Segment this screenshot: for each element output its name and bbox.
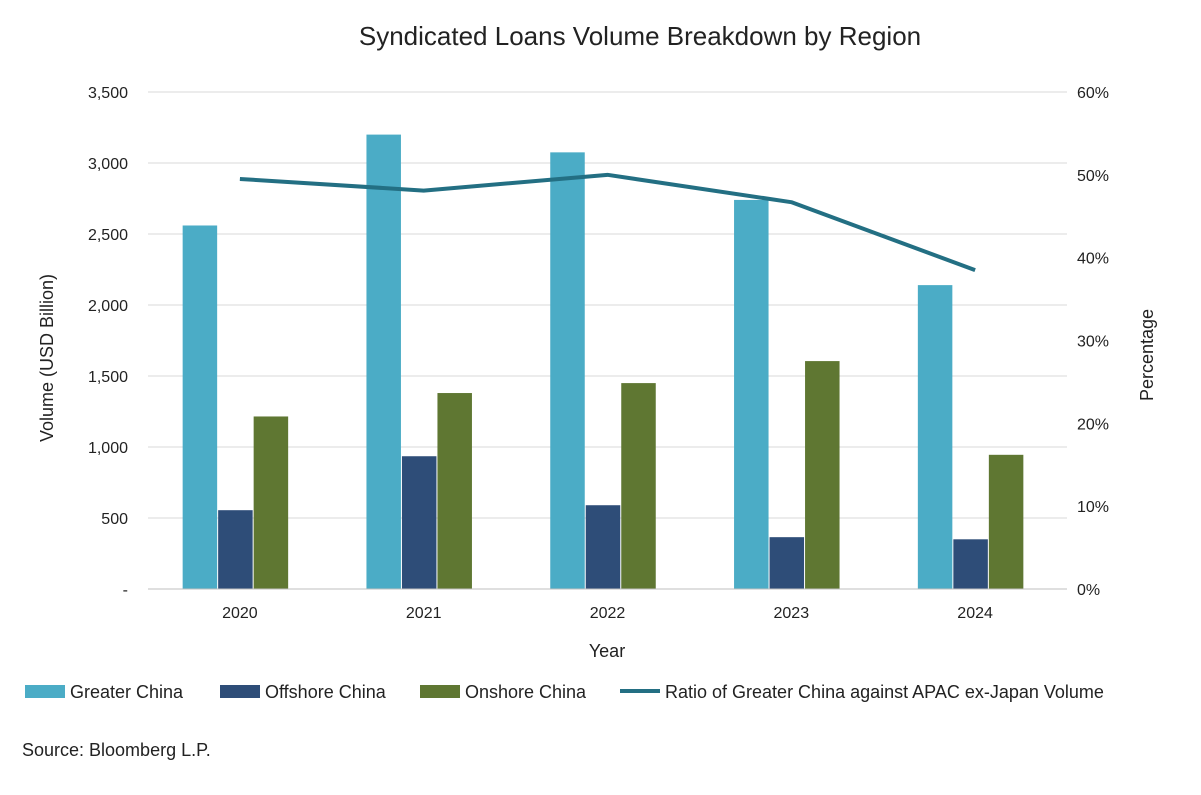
legend-swatch <box>220 685 260 698</box>
bar-greater-china <box>917 285 953 589</box>
y-tick-label: 1,000 <box>88 440 128 457</box>
bar-greater-china <box>366 134 401 589</box>
legend-label: Onshore China <box>465 682 587 702</box>
x-tick-label: 2023 <box>774 605 810 622</box>
y-tick-label: 500 <box>101 511 128 528</box>
bar-onshore-china <box>805 361 840 589</box>
y2-tick-label: 10% <box>1077 499 1109 516</box>
x-axis-label: Year <box>589 641 625 661</box>
bar-greater-china <box>734 199 769 590</box>
bar-greater-china <box>550 152 585 589</box>
x-tick-label: 2022 <box>590 605 626 622</box>
y2-tick-label: 20% <box>1077 416 1109 433</box>
bar-onshore-china <box>621 383 656 589</box>
legend-label: Ratio of Greater China against APAC ex-J… <box>665 682 1104 702</box>
legend-swatch <box>420 685 460 698</box>
y-axis-label: Volume (USD Billion) <box>37 274 57 442</box>
bar-greater-china <box>182 225 218 590</box>
bar-offshore-china <box>769 537 805 589</box>
y-tick-label: - <box>123 582 128 599</box>
bar-offshore-china <box>218 510 253 589</box>
bar-onshore-china <box>253 416 289 589</box>
y2-axis-label: Percentage <box>1137 309 1157 401</box>
source-note: Source: Bloomberg L.P. <box>22 740 211 760</box>
x-tick-label: 2021 <box>406 605 442 622</box>
bar-onshore-china <box>988 454 1024 589</box>
y2-tick-label: 50% <box>1077 168 1109 185</box>
y-tick-label: 2,500 <box>88 227 128 244</box>
bar-onshore-china <box>437 393 472 589</box>
legend-label: Greater China <box>70 682 184 702</box>
bar-offshore-china <box>953 539 988 589</box>
y-tick-label: 3,500 <box>88 85 128 102</box>
bar-offshore-china <box>585 505 621 589</box>
y2-tick-label: 30% <box>1077 334 1109 351</box>
y2-tick-label: 60% <box>1077 85 1109 102</box>
legend: Greater China Offshore China Onshore China… <box>25 682 1104 702</box>
legend-swatch <box>25 685 65 698</box>
y2-tick-label: 0% <box>1077 582 1100 599</box>
y-tick-label: 2,000 <box>88 298 128 315</box>
y-tick-label: 3,000 <box>88 156 128 173</box>
x-tick-label: 2020 <box>222 605 258 622</box>
x-tick-label: 2024 <box>957 605 993 622</box>
y2-tick-label: 40% <box>1077 251 1109 268</box>
legend-label: Offshore China <box>265 682 387 702</box>
y-tick-label: 1,500 <box>88 369 128 386</box>
chart-title: Syndicated Loans Volume Breakdown by Reg… <box>359 21 921 51</box>
ratio-line <box>239 172 976 272</box>
bar-offshore-china <box>401 456 437 589</box>
